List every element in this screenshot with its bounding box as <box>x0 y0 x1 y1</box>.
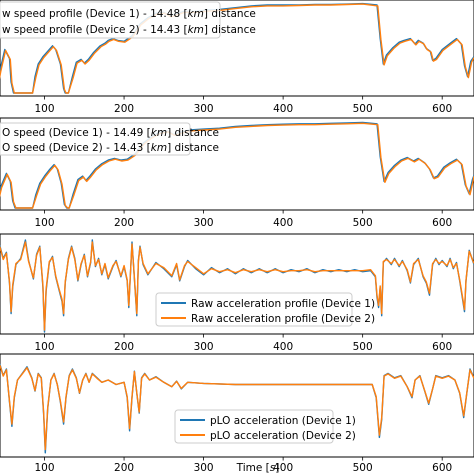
legend-label-device-2: pLO acceleration (Device 2) <box>210 430 356 442</box>
x-tick-label: 300 <box>194 462 214 474</box>
x-tick-label: 400 <box>273 341 293 353</box>
legend-label-device-2: Raw acceleration profile (Device 2) <box>191 313 375 325</box>
x-tick-label: 600 <box>432 341 452 353</box>
panel-plo-speed-frame <box>0 117 474 211</box>
legend-label-device-2: O speed (Device 2) - 14.43 [km] distance <box>2 142 219 154</box>
x-tick-label: 400 <box>273 103 293 115</box>
panel-raw-accel-frame <box>0 233 474 335</box>
panel-raw-speed-frame <box>0 0 474 97</box>
legend-box <box>155 292 353 327</box>
x-tick-label: 300 <box>194 341 214 353</box>
legend-box <box>0 1 221 39</box>
x-tick-label: 300 <box>194 103 214 115</box>
x-tick-label: 500 <box>353 217 373 229</box>
panel-plo-accel-frame <box>0 353 474 458</box>
legend-box <box>174 409 334 444</box>
legend-label-device-1: w speed profile (Device 1) - 14.48 [km] … <box>2 8 256 20</box>
x-tick-label: 400 <box>273 217 293 229</box>
x-tick-label: 200 <box>114 341 134 353</box>
x-tick-label: 100 <box>35 462 55 474</box>
x-tick-label: 200 <box>114 103 134 115</box>
legend-label-device-1: pLO acceleration (Device 1) <box>210 415 356 427</box>
x-tick-label: 300 <box>194 217 214 229</box>
x-tick-label: 200 <box>114 462 134 474</box>
series-line-device-2 <box>0 364 474 451</box>
panel-raw-accel-lines <box>0 239 474 333</box>
legend-label-device-1: O speed (Device 1) - 14.49 [km] distance <box>2 127 219 139</box>
x-axis-label: Time [s] <box>236 462 280 474</box>
legend-raw-accel: Raw acceleration profile (Device 1) Raw … <box>155 292 375 327</box>
x-tick-label: 200 <box>114 217 134 229</box>
x-tick-label: 400 <box>273 462 293 474</box>
legend-plo-speed: O speed (Device 1) - 14.49 [km] distance… <box>0 122 219 156</box>
x-tick-label: 600 <box>432 462 452 474</box>
x-tick-label: 500 <box>353 103 373 115</box>
x-tick-label: 100 <box>35 217 55 229</box>
x-tick-label: 100 <box>35 103 55 115</box>
panel-plo-accel-lines <box>0 363 474 454</box>
x-tick-label: 500 <box>353 341 373 353</box>
legend-box <box>0 122 191 156</box>
legend-label-device-1: Raw acceleration profile (Device 1) <box>191 298 375 310</box>
x-tick-label: 600 <box>432 103 452 115</box>
legend-plo-accel: pLO acceleration (Device 1) pLO accelera… <box>174 409 356 444</box>
x-tick-label: 100 <box>35 341 55 353</box>
legend-raw-speed: w speed profile (Device 1) - 14.48 [km] … <box>0 1 256 39</box>
x-ticks: 100 200 300 400 500 600 100 200 300 400 500 600 100 2… <box>35 96 452 474</box>
x-tick-label: 500 <box>353 462 373 474</box>
series-line-device-2 <box>0 241 474 331</box>
legend-label-device-2: w speed profile (Device 2) - 14.43 [km] … <box>2 24 256 36</box>
x-tick-label: 600 <box>432 217 452 229</box>
